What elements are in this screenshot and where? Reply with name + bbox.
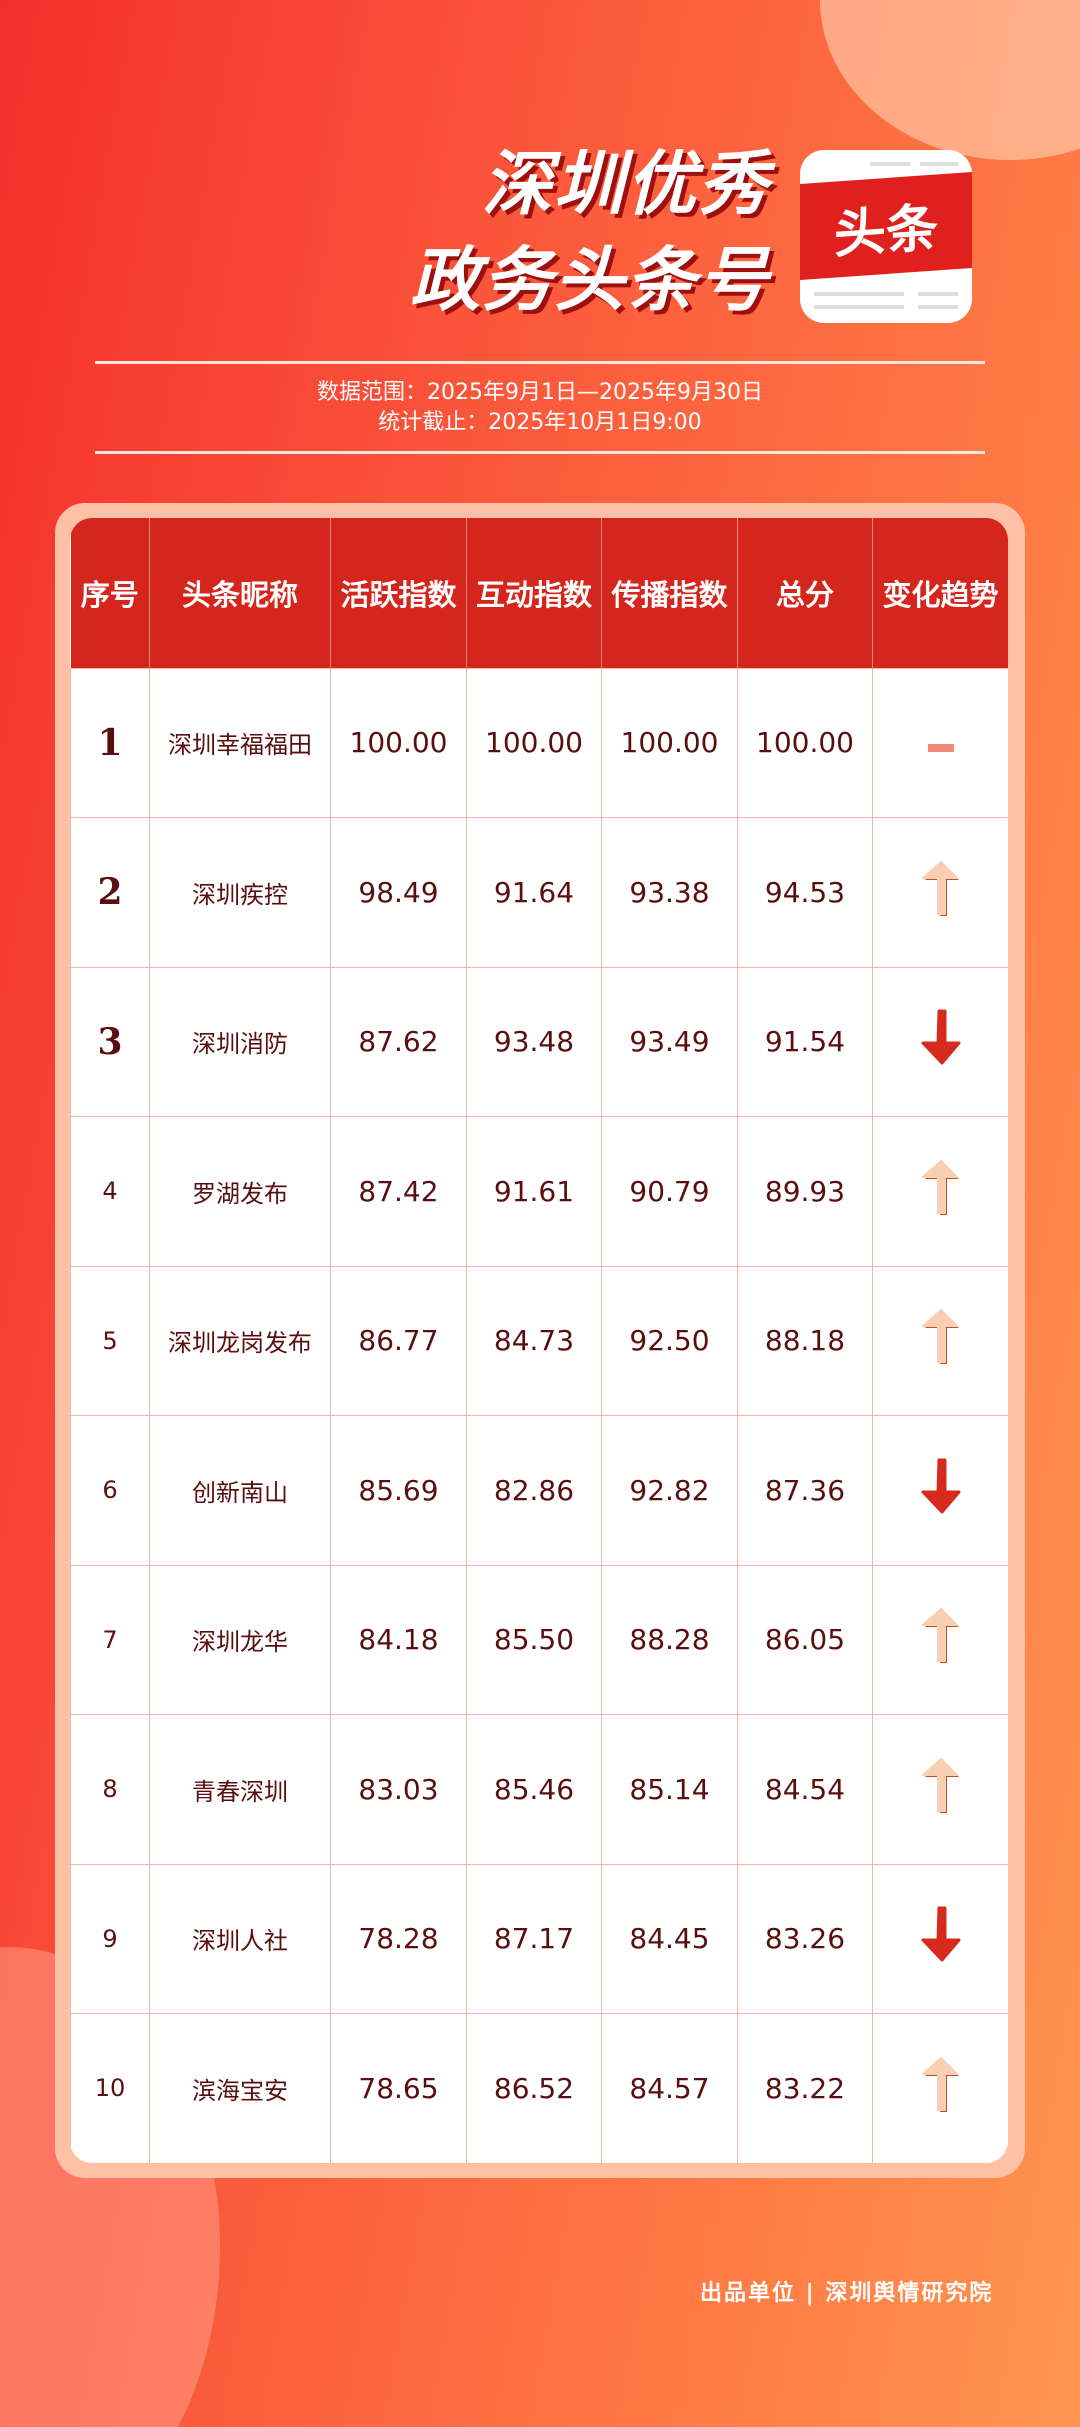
cell-spread: 93.49 [601, 966, 738, 1117]
cell-name: 深圳龙华 [149, 1564, 331, 1715]
cell-interact: 93.48 [466, 966, 602, 1117]
cell-total: 91.54 [737, 966, 873, 1117]
trend-down-icon [872, 1415, 1008, 1566]
cell-spread: 92.82 [601, 1415, 738, 1566]
trend-up-icon [872, 1265, 1008, 1416]
cell-rank: 1 [70, 667, 150, 818]
trend-down-icon [872, 1863, 1008, 2014]
column-header: 总分 [737, 518, 873, 668]
column-header: 互动指数 [466, 518, 602, 668]
table-row: 2 深圳疾控 98.49 91.64 93.38 94.53 [70, 817, 1008, 968]
cell-name: 滨海宝安 [149, 2013, 331, 2163]
cell-spread: 93.38 [601, 817, 738, 968]
ranking-table: 序号 头条昵称 活跃指数 互动指数 传播指数 总分 变化趋势 1 深圳幸福福田 100.00 10… [70, 518, 1008, 2163]
cell-name: 青春深圳 [149, 1714, 331, 1865]
trend-up-icon [872, 1116, 1008, 1267]
title-line2: 政务头条号 [410, 239, 770, 321]
column-header: 传播指数 [601, 518, 738, 668]
trend-down-icon [872, 966, 1008, 1117]
cell-rank: 10 [70, 2013, 150, 2163]
cell-spread: 100.00 [601, 667, 738, 818]
trend-up-icon [872, 2013, 1008, 2163]
cell-active: 100.00 [330, 667, 467, 818]
cutoff-time: 统计截止：2025年10月1日9:00 [378, 410, 702, 435]
cell-rank: 6 [70, 1415, 150, 1566]
cell-interact: 91.61 [466, 1116, 602, 1267]
cell-spread: 84.57 [601, 2013, 738, 2163]
column-header: 变化趋势 [872, 518, 1008, 668]
trend-up-icon [872, 1564, 1008, 1715]
data-range: 数据范围：2025年9月1日—2025年9月30日 [317, 380, 763, 405]
divider [95, 451, 985, 454]
cell-total: 83.22 [737, 2013, 873, 2163]
cell-total: 84.54 [737, 1714, 873, 1865]
cell-spread: 92.50 [601, 1265, 738, 1416]
cell-total: 88.18 [737, 1265, 873, 1416]
cell-rank: 3 [70, 966, 150, 1117]
cell-spread: 88.28 [601, 1564, 738, 1715]
cell-rank: 9 [70, 1863, 150, 2014]
column-header: 头条昵称 [149, 518, 331, 668]
cell-interact: 86.52 [466, 2013, 602, 2163]
trend-up-icon [872, 817, 1008, 968]
cell-active: 98.49 [330, 817, 467, 968]
table-row: 1 深圳幸福福田 100.00 100.00 100.00 100.00 [70, 667, 1008, 818]
cell-total: 83.26 [737, 1863, 873, 2014]
cell-interact: 87.17 [466, 1863, 602, 2014]
table-row: 7 深圳龙华 84.18 85.50 88.28 86.05 [70, 1564, 1008, 1715]
cell-spread: 85.14 [601, 1714, 738, 1865]
cell-interact: 100.00 [466, 667, 602, 818]
cell-interact: 85.50 [466, 1564, 602, 1715]
cell-total: 87.36 [737, 1415, 873, 1566]
cell-name: 深圳龙岗发布 [149, 1265, 331, 1416]
cell-name: 罗湖发布 [149, 1116, 331, 1267]
cell-rank: 2 [70, 817, 150, 968]
title-line1: 深圳优秀 [482, 143, 770, 225]
cell-interact: 84.73 [466, 1265, 602, 1416]
trend-flat-icon [872, 667, 1008, 818]
table-row: 10 滨海宝安 78.65 86.52 84.57 83.22 [70, 2013, 1008, 2163]
cell-interact: 82.86 [466, 1415, 602, 1566]
cell-spread: 90.79 [601, 1116, 738, 1267]
cell-rank: 7 [70, 1564, 150, 1715]
decor-blob [820, 0, 1080, 160]
cell-active: 78.28 [330, 1863, 467, 2014]
cell-total: 100.00 [737, 667, 873, 818]
cell-total: 94.53 [737, 817, 873, 968]
table-row: 5 深圳龙岗发布 86.77 84.73 92.50 88.18 [70, 1265, 1008, 1416]
cell-active: 78.65 [330, 2013, 467, 2163]
cell-active: 87.42 [330, 1116, 467, 1267]
cell-name: 深圳人社 [149, 1863, 331, 2014]
cell-active: 85.69 [330, 1415, 467, 1566]
trend-up-icon [872, 1714, 1008, 1865]
column-header: 序号 [70, 518, 150, 668]
column-header: 活跃指数 [330, 518, 467, 668]
table-row: 9 深圳人社 78.28 87.17 84.45 83.26 [70, 1863, 1008, 2014]
cell-interact: 91.64 [466, 817, 602, 968]
cell-interact: 85.46 [466, 1714, 602, 1865]
cell-spread: 84.45 [601, 1863, 738, 2014]
cell-name: 创新南山 [149, 1415, 331, 1566]
table-row: 6 创新南山 85.69 82.86 92.82 87.36 [70, 1415, 1008, 1566]
toutiao-logo: 头条 [800, 150, 972, 323]
cell-name: 深圳幸福福田 [149, 667, 331, 818]
cell-total: 86.05 [737, 1564, 873, 1715]
table-row: 4 罗湖发布 87.42 91.61 90.79 89.93 [70, 1116, 1008, 1267]
cell-name: 深圳疾控 [149, 817, 331, 968]
divider [95, 361, 985, 364]
cell-total: 89.93 [737, 1116, 873, 1267]
cell-rank: 5 [70, 1265, 150, 1416]
footer-credit: 出品单位 | 深圳舆情研究院 [700, 2281, 994, 2306]
logo-text: 头条 [800, 171, 972, 281]
cell-active: 87.62 [330, 966, 467, 1117]
cell-active: 84.18 [330, 1564, 467, 1715]
cell-rank: 8 [70, 1714, 150, 1865]
cell-active: 86.77 [330, 1265, 467, 1416]
table-row: 3 深圳消防 87.62 93.48 93.49 91.54 [70, 966, 1008, 1117]
cell-active: 83.03 [330, 1714, 467, 1865]
table-row: 8 青春深圳 83.03 85.46 85.14 84.54 [70, 1714, 1008, 1865]
cell-rank: 4 [70, 1116, 150, 1267]
cell-name: 深圳消防 [149, 966, 331, 1117]
